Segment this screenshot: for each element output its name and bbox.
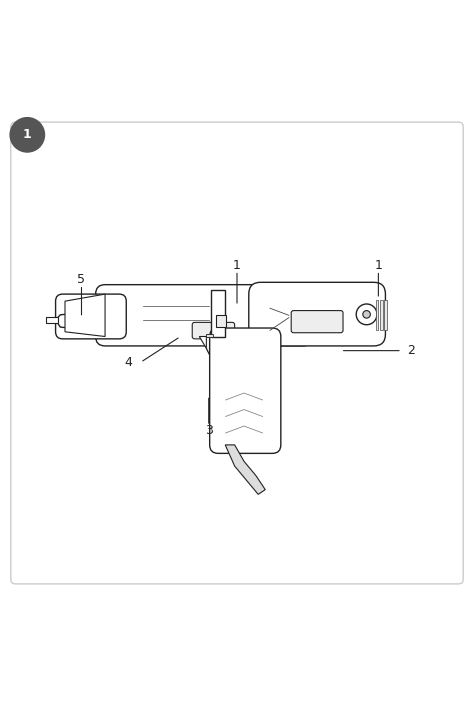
Bar bbox=[46, 317, 58, 323]
FancyBboxPatch shape bbox=[192, 323, 235, 339]
Polygon shape bbox=[225, 445, 265, 494]
Text: 1: 1 bbox=[233, 259, 241, 273]
Bar bbox=[211, 290, 225, 337]
Text: 1: 1 bbox=[374, 259, 383, 273]
Circle shape bbox=[363, 311, 370, 318]
Polygon shape bbox=[199, 337, 237, 367]
Bar bbox=[380, 300, 383, 330]
Polygon shape bbox=[206, 337, 220, 367]
Bar bbox=[376, 300, 378, 330]
FancyBboxPatch shape bbox=[249, 282, 385, 346]
Circle shape bbox=[9, 117, 45, 152]
Bar bbox=[216, 316, 226, 327]
FancyBboxPatch shape bbox=[291, 311, 343, 333]
Text: 2: 2 bbox=[408, 344, 415, 357]
Polygon shape bbox=[55, 314, 74, 328]
Text: 1: 1 bbox=[23, 128, 32, 141]
Text: 4: 4 bbox=[125, 356, 133, 369]
FancyBboxPatch shape bbox=[210, 328, 281, 453]
Text: 5: 5 bbox=[77, 273, 85, 287]
Bar bbox=[206, 334, 213, 337]
FancyBboxPatch shape bbox=[96, 285, 312, 346]
FancyBboxPatch shape bbox=[11, 122, 463, 584]
Polygon shape bbox=[65, 294, 105, 337]
FancyBboxPatch shape bbox=[55, 294, 126, 339]
Text: 3: 3 bbox=[205, 424, 213, 437]
Circle shape bbox=[356, 304, 377, 325]
Bar bbox=[384, 300, 387, 330]
